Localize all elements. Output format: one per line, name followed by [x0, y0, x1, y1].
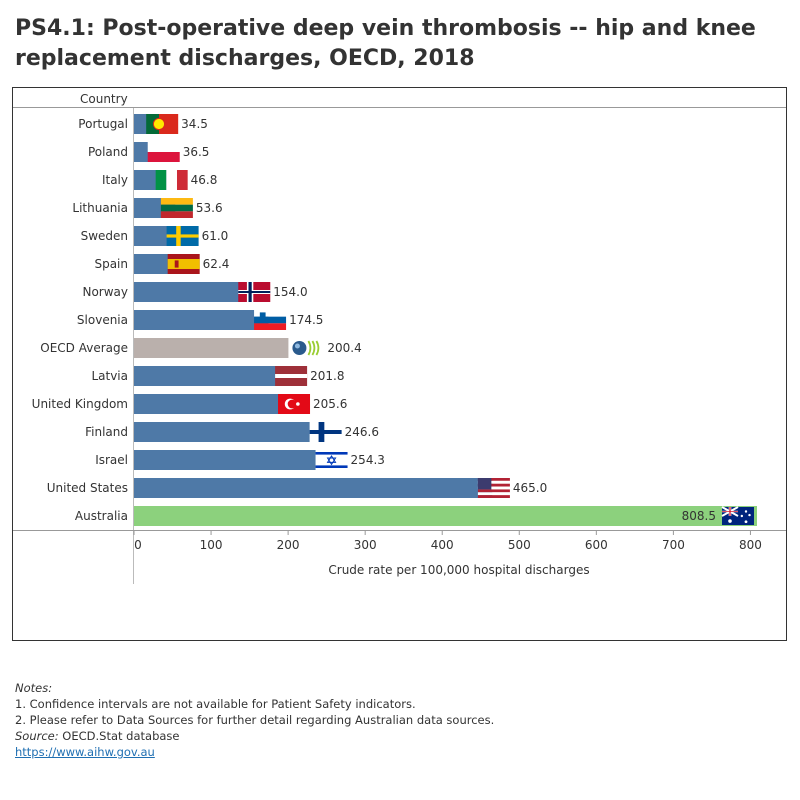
- value-label-sweden: 61.0: [202, 229, 229, 243]
- bar-australia[interactable]: [134, 506, 757, 526]
- value-label-poland: 36.5: [183, 145, 210, 159]
- notes-heading: Notes:: [15, 681, 53, 695]
- category-label-sweden: Sweden: [81, 229, 128, 243]
- bar-united-states[interactable]: [134, 478, 493, 498]
- bar-chart: Country Portugal 34.5 Poland 36.5 Italy 46.8 Li…: [13, 92, 786, 584]
- x-tick-label-200: 200: [277, 538, 300, 552]
- flag-spain-icon: [167, 254, 200, 274]
- value-label-norway: 154.0: [273, 285, 307, 299]
- category-label-oecd-average: OECD Average: [40, 341, 128, 355]
- category-label-latvia: Latvia: [91, 369, 128, 383]
- source-line: Source: OECD.Stat database: [15, 728, 494, 744]
- x-tick-label-700: 700: [662, 538, 685, 552]
- bar-united-kingdom[interactable]: [134, 394, 293, 414]
- value-label-portugal: 34.5: [181, 117, 208, 131]
- flag-united-states-icon: [477, 478, 510, 498]
- category-label-lithuania: Lithuania: [72, 201, 128, 215]
- bar-israel[interactable]: [134, 450, 330, 470]
- category-label-spain: Spain: [94, 257, 128, 271]
- x-tick-label-100: 100: [200, 538, 223, 552]
- x-axis-title: Crude rate per 100,000 hospital discharg…: [328, 563, 589, 577]
- bar-finland[interactable]: [134, 422, 325, 442]
- x-tick-label-0: 0: [134, 538, 142, 552]
- category-label-united-states: United States: [47, 481, 128, 495]
- category-label-finland: Finland: [85, 425, 128, 439]
- value-label-israel: 254.3: [351, 453, 385, 467]
- value-label-slovenia: 174.5: [289, 313, 323, 327]
- page-title: PS4.1: Post-operative deep vein thrombos…: [15, 16, 756, 71]
- bar-oecd-average[interactable]: [134, 338, 289, 358]
- bar-norway[interactable]: [134, 282, 253, 302]
- flag-poland-icon: [147, 142, 180, 162]
- value-label-latvia: 201.8: [310, 369, 344, 383]
- flag-israel-icon: [315, 450, 348, 470]
- flag-slovenia-icon: [254, 310, 287, 330]
- flag-norway-icon: [238, 282, 271, 302]
- note-line-1: 1. Confidence intervals are not availabl…: [15, 697, 416, 711]
- value-label-united-kingdom: 205.6: [313, 397, 347, 411]
- category-label-portugal: Portugal: [78, 117, 128, 131]
- chart-frame: Country Portugal 34.5 Poland 36.5 Italy 46.8 Li…: [12, 87, 787, 641]
- x-tick-label-300: 300: [354, 538, 377, 552]
- value-label-spain: 62.4: [203, 257, 230, 271]
- value-label-italy: 46.8: [191, 173, 218, 187]
- category-label-israel: Israel: [95, 453, 128, 467]
- category-label-poland: Poland: [88, 145, 128, 159]
- value-label-oecd-average: 200.4: [327, 341, 361, 355]
- flag-lithuania-icon: [160, 198, 193, 218]
- flag-sweden-icon: [166, 226, 199, 246]
- flag-finland-icon: [309, 422, 342, 442]
- category-header: Country: [80, 92, 128, 106]
- source-link[interactable]: https://www.aihw.gov.au: [15, 745, 155, 759]
- flag-oecd-icon: [292, 340, 320, 356]
- notes: Notes: 1. Confidence intervals are not a…: [15, 680, 494, 760]
- x-tick-label-800: 800: [739, 538, 762, 552]
- source-value: OECD.Stat database: [58, 729, 180, 743]
- value-label-lithuania: 53.6: [196, 201, 223, 215]
- bar-slovenia[interactable]: [134, 310, 269, 330]
- x-tick-label-600: 600: [585, 538, 608, 552]
- category-label-slovenia: Slovenia: [77, 313, 128, 327]
- flag-turkey-icon: [278, 394, 311, 414]
- value-label-finland: 246.6: [345, 425, 379, 439]
- category-label-united-kingdom: United Kingdom: [32, 397, 128, 411]
- source-label: Source:: [15, 729, 59, 743]
- flag-italy-icon: [155, 170, 188, 190]
- flag-portugal-icon: [146, 114, 179, 134]
- x-tick-label-400: 400: [431, 538, 454, 552]
- category-label-norway: Norway: [82, 285, 128, 299]
- x-tick-label-500: 500: [508, 538, 531, 552]
- flag-australia-icon: [721, 506, 754, 525]
- category-label-australia: Australia: [75, 509, 128, 523]
- value-label-australia: 808.5: [682, 509, 716, 523]
- value-label-united-states: 465.0: [513, 481, 547, 495]
- bar-latvia[interactable]: [134, 366, 290, 386]
- flag-latvia-icon: [275, 366, 308, 386]
- category-label-italy: Italy: [102, 173, 128, 187]
- note-line-2: 2. Please refer to Data Sources for furt…: [15, 713, 495, 727]
